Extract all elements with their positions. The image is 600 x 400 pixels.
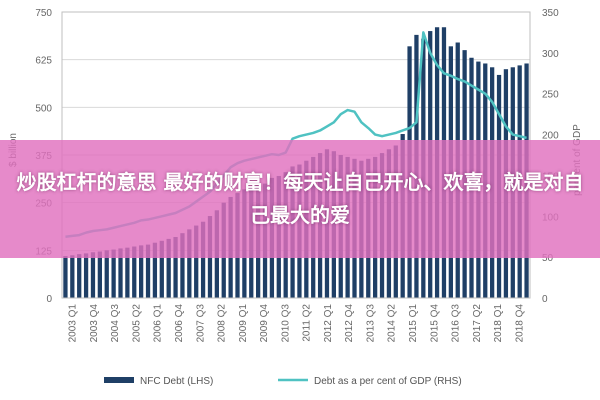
x-tick-label: 2018 Q1: [493, 304, 504, 343]
x-tick-label: 2012 Q1: [323, 304, 334, 343]
bar-nfc-debt: [63, 256, 68, 298]
bar-nfc-debt: [118, 248, 123, 298]
lhs-tick-label: 625: [35, 56, 52, 67]
bar-nfc-debt: [77, 254, 82, 298]
bar-nfc-debt: [83, 253, 89, 298]
rhs-tick-label: 300: [542, 49, 559, 60]
bar-nfc-debt: [97, 251, 102, 298]
rhs-tick-label: 250: [542, 90, 559, 101]
x-tick-label: 2012 Q4: [344, 304, 355, 343]
bar-nfc-debt: [166, 238, 171, 298]
x-tick-label: 2014 Q2: [387, 304, 398, 343]
legend: NFC Debt (LHS) Debt as a per cent of GDP…: [104, 376, 462, 387]
legend-swatch-nfc-debt: [104, 377, 134, 383]
x-tick-label: 2003 Q4: [89, 304, 100, 343]
x-tick-label: 2003 Q1: [68, 304, 79, 343]
x-tick-label: 2016 Q3: [451, 304, 462, 343]
x-tick-label: 2015 Q4: [429, 304, 440, 343]
bar-nfc-debt: [152, 242, 158, 298]
x-tick-label: 2005 Q2: [131, 304, 142, 343]
x-axis-ticks: 2003 Q1 2003 Q4 2004 Q3 2005 Q2 2006 Q1 2006 …: [68, 304, 526, 343]
x-tick-label: 2017 Q2: [472, 304, 483, 343]
x-tick-label: 2015 Q1: [408, 304, 419, 343]
rhs-tick-label: 200: [542, 131, 559, 142]
x-tick-label: 2007 Q3: [195, 304, 206, 343]
overlay-text: 炒股杠杆的意思 最好的财富！每天让自己开心、欢喜，就是对自己最大的爱: [16, 170, 584, 227]
x-tick-label: 2018 Q4: [514, 304, 525, 343]
bar-nfc-debt: [132, 246, 137, 298]
bar-nfc-debt: [90, 252, 96, 298]
legend-label-debt-gdp: Debt as a per cent of GDP (RHS): [314, 376, 462, 387]
lhs-tick-label: 0: [46, 294, 52, 305]
bar-nfc-debt: [200, 221, 206, 298]
x-tick-label: 2008 Q2: [217, 304, 228, 343]
bar-nfc-debt: [173, 236, 178, 298]
rhs-tick-label: 50: [542, 253, 554, 264]
rhs-tick-label: 350: [542, 8, 559, 19]
lhs-tick-label: 750: [35, 8, 52, 19]
rhs-tick-label: 0: [542, 294, 548, 305]
bar-nfc-debt: [187, 229, 192, 298]
x-tick-label: 2009 Q1: [238, 304, 249, 343]
bar-nfc-debt: [104, 250, 109, 298]
x-tick-label: 2006 Q4: [174, 304, 185, 343]
x-tick-label: 2010 Q3: [280, 304, 291, 343]
x-tick-label: 2013 Q3: [365, 304, 376, 343]
x-tick-label: 2006 Q1: [153, 304, 164, 343]
bar-nfc-debt: [145, 244, 151, 298]
x-tick-label: 2009 Q4: [259, 304, 270, 343]
bar-nfc-debt: [159, 240, 164, 298]
lhs-tick-label: 500: [35, 103, 52, 114]
legend-label-nfc-debt: NFC Debt (LHS): [140, 376, 213, 387]
bar-nfc-debt: [125, 247, 130, 298]
x-tick-label: 2004 Q3: [110, 304, 121, 343]
bar-nfc-debt: [111, 249, 116, 298]
overlay-banner: 炒股杠杆的意思 最好的财富！每天让自己开心、欢喜，就是对自己最大的爱: [0, 140, 600, 258]
bar-nfc-debt: [180, 233, 185, 298]
bar-nfc-debt: [139, 245, 144, 298]
bar-nfc-debt: [194, 225, 199, 298]
bar-nfc-debt: [70, 255, 75, 298]
x-tick-label: 2011 Q2: [302, 304, 313, 342]
